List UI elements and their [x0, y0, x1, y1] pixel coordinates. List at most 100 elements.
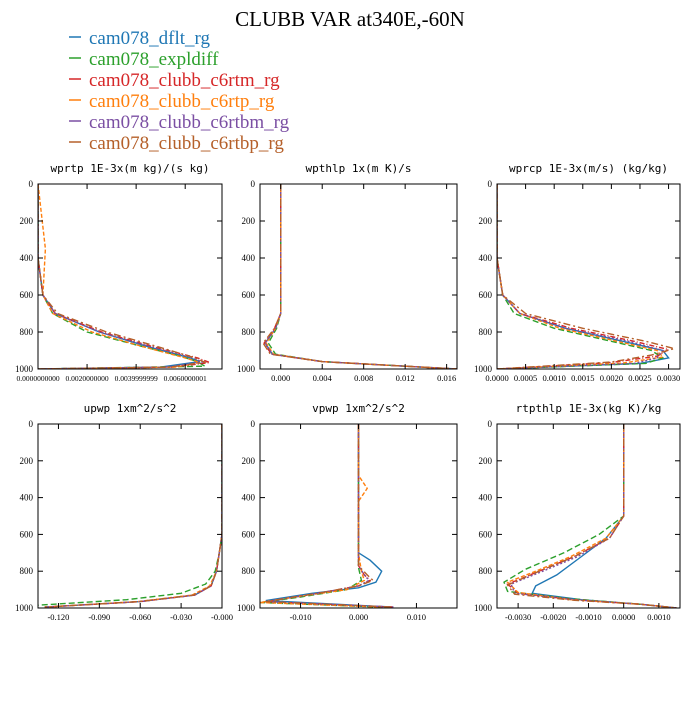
- series-line: [265, 184, 457, 369]
- x-tick-label: 0.0000: [612, 612, 635, 622]
- series-group: [260, 424, 394, 608]
- x-tick-label: 0.0010: [647, 612, 670, 622]
- y-tick-label: 800: [242, 566, 256, 576]
- y-tick-label: 600: [479, 290, 493, 300]
- panel-title: wprtp 1E-3x(m kg)/(s kg): [51, 162, 210, 175]
- legend-item: cam078_clubb_c6rtm_rg: [69, 70, 280, 91]
- legend-label: cam078_expldiff: [89, 49, 219, 70]
- y-tick-label: 400: [242, 493, 256, 503]
- y-tick-label: 1000: [474, 603, 493, 613]
- y-tick-label: 1000: [15, 603, 34, 613]
- y-tick-label: 400: [479, 493, 493, 503]
- panel-title: rtpthlp 1E-3x(kg K)/kg: [516, 402, 662, 415]
- panel-title: wpthlp 1x(m K)/s: [306, 162, 412, 175]
- y-tick-label: 600: [242, 529, 256, 539]
- series-group: [38, 184, 210, 369]
- series-line: [265, 424, 394, 608]
- series-group: [262, 184, 457, 369]
- series-line: [265, 424, 394, 608]
- y-tick-label: 0: [29, 419, 34, 429]
- series-line: [38, 184, 208, 369]
- x-tick-label: 0.0010: [543, 373, 566, 383]
- panel-title: upwp 1xm^2/s^2: [84, 402, 177, 415]
- series-line: [260, 424, 382, 608]
- series-line: [497, 184, 665, 369]
- series-line: [262, 184, 457, 369]
- y-tick-label: 600: [20, 529, 34, 539]
- panel-title: wprcp 1E-3x(m/s) (kg/kg): [509, 162, 668, 175]
- series-line: [497, 184, 665, 369]
- y-tick-label: 800: [20, 566, 34, 576]
- x-tick-label: 0.016: [437, 373, 456, 383]
- y-tick-label: 0: [488, 419, 493, 429]
- y-tick-label: 600: [479, 529, 493, 539]
- y-tick-label: 1000: [237, 364, 256, 374]
- legend-label: cam078_clubb_c6rtbm_rg: [89, 112, 290, 133]
- x-tick-label: -0.0010: [575, 612, 601, 622]
- x-tick-label: -0.0020: [540, 612, 566, 622]
- x-tick-label: -0.060: [129, 612, 151, 622]
- y-tick-label: 0: [29, 179, 34, 189]
- y-tick-label: 600: [242, 290, 256, 300]
- series-line: [506, 424, 677, 608]
- plot-frame: [37, 183, 223, 370]
- plot-frame: [496, 183, 681, 370]
- series-line: [497, 184, 664, 369]
- series-line: [506, 424, 677, 608]
- x-tick-label: 0.0020000000: [66, 374, 109, 383]
- x-tick-label: 0.0025: [628, 373, 651, 383]
- legend-label: cam078_clubb_c6rtbp_rg: [89, 133, 284, 154]
- panel-title: vpwp 1xm^2/s^2: [312, 402, 405, 415]
- chart-panel: vpwp 1xm^2/s^2 0 200 400 600 800 1000 -0.010 0.0…: [237, 402, 458, 622]
- x-tick-label: -0.000: [211, 612, 233, 622]
- series-line: [497, 184, 677, 369]
- x-tick-label: 0.004: [313, 373, 333, 383]
- chart-panel: wprtp 1E-3x(m kg)/(s kg) 0 200 400 600 800 100…: [15, 162, 223, 383]
- y-tick-label: 400: [20, 493, 34, 503]
- series-line: [44, 424, 222, 608]
- y-tick-label: 1000: [237, 603, 256, 613]
- legend-item: cam078_clubb_c6rtp_rg: [69, 91, 275, 112]
- x-tick-label: -0.0030: [505, 612, 531, 622]
- x-tick-label: -0.120: [47, 612, 69, 622]
- x-tick-label: 0.012: [396, 373, 415, 383]
- y-tick-label: 1000: [474, 364, 493, 374]
- series-line: [267, 184, 457, 369]
- chart-panel: wpthlp 1x(m K)/s 0 200 400 600 800 1000 0.000 0.…: [237, 162, 458, 383]
- plot-frame: [37, 423, 223, 609]
- series-line: [38, 184, 208, 369]
- legend-item: cam078_dflt_rg: [69, 28, 211, 49]
- chart-panel: rtpthlp 1E-3x(kg K)/kg 0 200 400 600 800 1000 -…: [474, 402, 681, 622]
- x-tick-label: 0.0039999999: [115, 374, 158, 383]
- series-line: [38, 184, 201, 369]
- series-line: [38, 424, 222, 606]
- legend: cam078_dflt_rgcam078_expldiffcam078_club…: [69, 28, 290, 154]
- series-line: [38, 184, 206, 369]
- series-line: [44, 424, 222, 608]
- series-group: [497, 184, 677, 369]
- legend-label: cam078_clubb_c6rtm_rg: [89, 70, 280, 91]
- y-tick-label: 1000: [15, 364, 34, 374]
- x-tick-label: 0.0030: [657, 373, 680, 383]
- y-tick-label: 0: [251, 179, 256, 189]
- x-tick-label: 0.0015: [571, 373, 594, 383]
- legend-item: cam078_clubb_c6rtbm_rg: [69, 112, 290, 133]
- chart-panel: wprcp 1E-3x(m/s) (kg/kg) 0 200 400 600 800 100…: [474, 162, 681, 383]
- y-tick-label: 400: [479, 253, 493, 263]
- x-tick-label: 0.000: [271, 373, 290, 383]
- series-line: [260, 424, 382, 608]
- series-line: [263, 184, 457, 369]
- figure-title: CLUBB VAR at340E,-60N: [235, 7, 465, 31]
- x-tick-label: 0.010: [407, 612, 426, 622]
- series-line: [503, 424, 677, 608]
- y-tick-label: 200: [479, 456, 493, 466]
- y-tick-label: 200: [242, 216, 256, 226]
- x-tick-label: -0.090: [88, 612, 110, 622]
- y-tick-label: 200: [479, 216, 493, 226]
- y-tick-label: 0: [251, 419, 256, 429]
- series-line: [44, 424, 222, 608]
- y-tick-label: 400: [242, 253, 256, 263]
- y-tick-label: 600: [20, 290, 34, 300]
